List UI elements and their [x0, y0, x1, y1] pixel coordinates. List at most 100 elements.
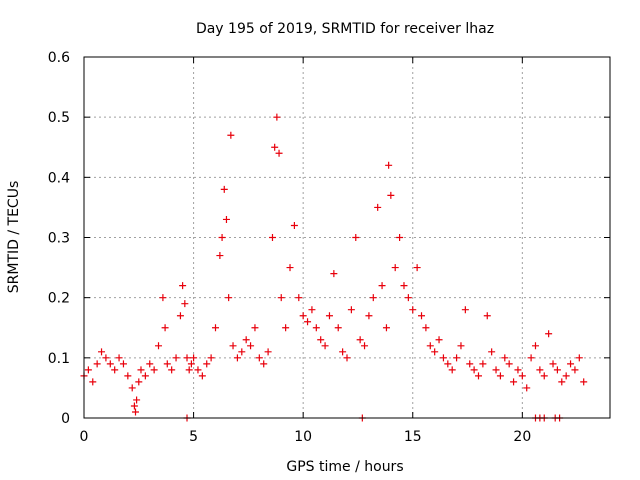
data-point — [352, 234, 360, 241]
data-point — [308, 306, 316, 314]
data-point — [124, 372, 132, 380]
data-point — [198, 372, 206, 380]
data-point — [365, 312, 373, 320]
data-point — [275, 149, 283, 157]
data-point — [176, 312, 184, 320]
data-point — [251, 324, 259, 332]
data-point — [212, 324, 219, 332]
data-point — [558, 378, 566, 386]
data-point — [268, 234, 276, 241]
data-point — [396, 234, 404, 241]
data-point — [141, 372, 149, 380]
data-point — [150, 366, 158, 374]
y-tick-label: 0.1 — [48, 351, 70, 367]
data-point — [137, 366, 145, 374]
data-point — [93, 360, 101, 368]
data-point — [181, 300, 189, 308]
data-point — [282, 324, 290, 332]
data-point — [400, 282, 408, 290]
data-point — [179, 282, 187, 290]
data-point — [233, 354, 241, 362]
data-point — [518, 372, 526, 380]
data-point — [225, 294, 233, 302]
data-point — [461, 306, 469, 314]
data-point — [418, 312, 426, 320]
data-point — [510, 378, 518, 386]
data-point — [435, 336, 443, 344]
data-point — [439, 354, 447, 362]
data-point — [130, 402, 138, 410]
data-point — [374, 203, 382, 211]
data-point — [111, 366, 119, 374]
data-point — [106, 360, 114, 368]
data-point — [98, 348, 106, 356]
y-tick-label: 0.3 — [48, 231, 70, 247]
data-point — [317, 336, 325, 344]
data-point — [299, 312, 307, 320]
data-point — [264, 348, 272, 356]
data-point — [119, 360, 127, 368]
x-tick-label: 20 — [513, 429, 531, 445]
data-point — [571, 366, 579, 374]
data-point — [159, 294, 167, 302]
data-point — [146, 360, 154, 368]
data-point — [549, 360, 557, 368]
y-tick-label: 0.6 — [48, 50, 70, 66]
data-point — [260, 360, 268, 368]
data-point — [466, 360, 474, 368]
data-point — [562, 372, 570, 380]
y-tick-label: 0.4 — [48, 170, 70, 186]
data-point — [505, 360, 513, 368]
data-point — [168, 366, 176, 374]
data-point — [369, 294, 377, 302]
y-tick-label: 0 — [61, 411, 70, 427]
data-point — [185, 366, 193, 374]
data-point — [155, 342, 163, 350]
data-point — [361, 342, 369, 350]
data-point — [448, 366, 456, 374]
data-point — [391, 264, 399, 272]
data-point — [271, 143, 279, 151]
chart-title: Day 195 of 2019, SRMTID for receiver lha… — [196, 21, 494, 37]
data-point — [203, 360, 211, 368]
data-point — [343, 354, 351, 362]
y-tick-label: 0.5 — [48, 110, 70, 126]
data-point — [453, 354, 461, 362]
data-point — [347, 306, 355, 314]
data-point — [161, 324, 169, 332]
data-point — [457, 342, 465, 350]
data-point — [553, 366, 561, 374]
plot-frame — [83, 56, 611, 419]
data-point — [222, 215, 230, 223]
data-point — [187, 360, 195, 368]
data-point — [470, 366, 478, 374]
data-point — [190, 354, 198, 362]
data-point — [242, 336, 250, 344]
data-point — [163, 360, 171, 368]
data-point — [545, 330, 553, 338]
data-point — [325, 312, 333, 320]
data-point — [132, 408, 140, 416]
data-point — [492, 366, 500, 374]
data-point — [207, 354, 215, 362]
data-point — [321, 342, 329, 350]
data-point — [334, 324, 342, 332]
data-point — [183, 354, 191, 362]
data-point — [531, 342, 539, 350]
data-point — [102, 354, 110, 362]
data-point — [216, 252, 224, 260]
data-point — [84, 366, 92, 374]
y-axis-label: SRMTID / TECUs — [6, 181, 22, 294]
x-axis-label: GPS time / hours — [286, 459, 403, 475]
data-point — [575, 354, 583, 362]
data-point — [378, 282, 386, 290]
data-point — [238, 348, 246, 356]
data-point — [172, 354, 180, 362]
data-point — [330, 270, 338, 278]
grid — [84, 57, 610, 418]
data-point — [133, 396, 141, 404]
data-point — [304, 318, 312, 326]
data-point — [387, 191, 395, 199]
data-point — [273, 113, 281, 121]
data-point — [115, 354, 123, 362]
